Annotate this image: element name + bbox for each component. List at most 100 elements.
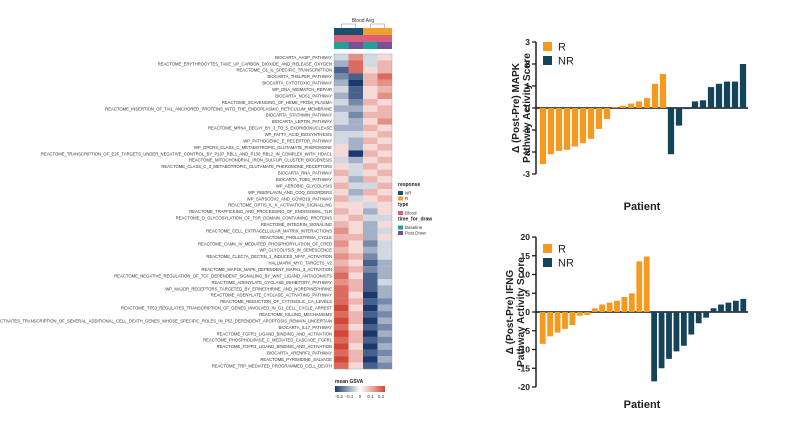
- heatmap-cell: [363, 259, 378, 267]
- heatmap-cell: [363, 54, 378, 61]
- heatmap-cell: [377, 311, 392, 318]
- heatmap-cell: [377, 131, 392, 138]
- heatmap-cell: [334, 92, 349, 100]
- heatmap-cell: [334, 221, 349, 228]
- heatmap-cell: [363, 176, 378, 183]
- heatmap-title: Blood Avg: [352, 18, 375, 24]
- bar-nr: [688, 312, 695, 335]
- y-axis-title-line1: Δ (Post-Pre) IFNG: [505, 270, 516, 355]
- x-axis-title: Patient: [624, 399, 661, 411]
- heatmap-cell: [348, 304, 363, 312]
- heatmap-cell: [377, 253, 392, 260]
- heatmap-cell: [334, 362, 349, 370]
- pathway-label: REACTOME_FGFR1_LIGAND_BINDING_AND_ACTIVA…: [217, 331, 332, 336]
- pathway-label: WP_MAJOR_RECEPTORS_TARGETED_BY_EPINEPHRI…: [165, 286, 332, 291]
- x-axis-title: Patient: [624, 201, 661, 213]
- heatmap-cell: [334, 86, 349, 93]
- pathway-label: BIOCARTA_TOB1_PATHWAY: [276, 177, 332, 182]
- annotation-cell-type: [348, 35, 363, 42]
- legend-title-time: time_for_draw: [398, 217, 432, 223]
- heatmap-cell: [334, 272, 349, 280]
- bar-nr: [723, 81, 731, 108]
- heatmap-cell: [363, 73, 378, 80]
- legend-title-response: response: [398, 182, 420, 188]
- heatmap-cell: [363, 195, 378, 202]
- annotation-cell-response: [377, 28, 392, 35]
- heatmap-cell: [377, 66, 392, 74]
- heatmap-cell: [348, 234, 363, 241]
- legend-swatch-r: [543, 42, 552, 51]
- colorbar-tick: -0.2: [335, 394, 343, 399]
- colorbar-tick: 0: [359, 394, 362, 399]
- y-tick-label: 2: [525, 59, 530, 69]
- heatmap-cell: [363, 304, 378, 312]
- annotation-cell-time_for_draw: [363, 42, 378, 49]
- heatmap-cell: [348, 60, 363, 67]
- bar-r: [562, 312, 568, 329]
- heatmap-cell: [334, 176, 349, 183]
- heatmap-cell: [348, 343, 363, 350]
- heatmap-cell: [334, 330, 349, 337]
- heatmap-cell: [348, 195, 363, 202]
- legend-label-type: Blood: [405, 211, 417, 216]
- annotation-cell-type: [334, 35, 349, 42]
- heatmap-cell: [334, 60, 349, 67]
- bar-r: [651, 83, 659, 108]
- legend-label-r: R: [558, 42, 566, 54]
- heatmap-cell: [348, 311, 363, 318]
- annotation-cell-response: [348, 28, 363, 35]
- bar-nr: [680, 312, 687, 346]
- heatmap-cell: [377, 298, 392, 305]
- heatmap-cell: [348, 362, 363, 370]
- heatmap-cell: [377, 79, 392, 87]
- pathway-label: REACTOME_CELL_EXTRACELLULAR_MATRIX_INTER…: [206, 228, 332, 233]
- heatmap-cell: [377, 60, 392, 67]
- pathway-label: BIOCARTA_LEPTIN_PATHWAY: [272, 119, 332, 124]
- heatmap-cell: [334, 279, 349, 286]
- heatmap-cell: [377, 234, 392, 241]
- pathway-label: REACTOME_CLEC7A_DECTIN_1_INDUCES_NFAT_AC…: [206, 254, 332, 259]
- heatmap-cell: [363, 266, 378, 273]
- heatmap-cell: [363, 246, 378, 254]
- heatmap-cell: [363, 285, 378, 292]
- pathway-label: WP_DNA_MISMATCH_REPAIR: [272, 87, 332, 92]
- heatmap-cell: [348, 291, 363, 299]
- heatmap-cell: [377, 362, 392, 370]
- y-tick-label: 20: [521, 232, 531, 242]
- heatmap-cell: [334, 234, 349, 241]
- legend-swatch-time: [398, 231, 403, 235]
- heatmap-cell: [363, 201, 378, 209]
- heatmap-cell: [377, 182, 392, 190]
- pathway-label: WP_FATTY_ACID_BIOSYNTHESIS: [265, 132, 333, 137]
- bar-nr: [651, 312, 658, 382]
- heatmap-cell: [363, 163, 378, 170]
- heatmap-frame: [333, 53, 393, 370]
- bar-r: [611, 106, 619, 108]
- bar-r: [555, 108, 563, 151]
- bar-r: [603, 108, 611, 119]
- bar-nr: [675, 108, 683, 126]
- heatmap-cell: [363, 105, 378, 112]
- heatmap-cell: [363, 189, 378, 196]
- heatmap-cell: [377, 163, 392, 170]
- heatmap-cell: [334, 298, 349, 305]
- heatmap-cell: [348, 99, 363, 106]
- heatmap-cell: [348, 356, 363, 363]
- pathway-label: WP_GPCRS_CLASS_C_METABOTROPIC_GLUTAMATE_…: [194, 145, 332, 150]
- heatmap-cell: [348, 66, 363, 74]
- heatmap-cell: [363, 169, 378, 177]
- heatmap-cell: [348, 330, 363, 337]
- pathway-label: REACTOME_O1_IL_SPECIFIC_TRANSCRIPTION: [236, 68, 332, 73]
- legend-label-time: Post.Draw: [405, 231, 427, 236]
- colorbar-tick: 0.1: [367, 394, 374, 399]
- pathway-label: REACTOME_INSERTION_OF_TAIL_ANCHORED_PROT…: [105, 106, 332, 111]
- heatmap-cell: [348, 298, 363, 305]
- heatmap-cell: [348, 79, 363, 87]
- heatmap-cell: [363, 144, 378, 151]
- pathway-label: REACTOME_TRAFFICKING_AND_PROCESSING_OF_E…: [189, 209, 332, 214]
- heatmap-cell: [348, 124, 363, 132]
- bar-r: [539, 312, 546, 344]
- heatmap-cell: [334, 150, 349, 157]
- heatmap-cell: [377, 214, 392, 222]
- heatmap-cell: [334, 214, 349, 222]
